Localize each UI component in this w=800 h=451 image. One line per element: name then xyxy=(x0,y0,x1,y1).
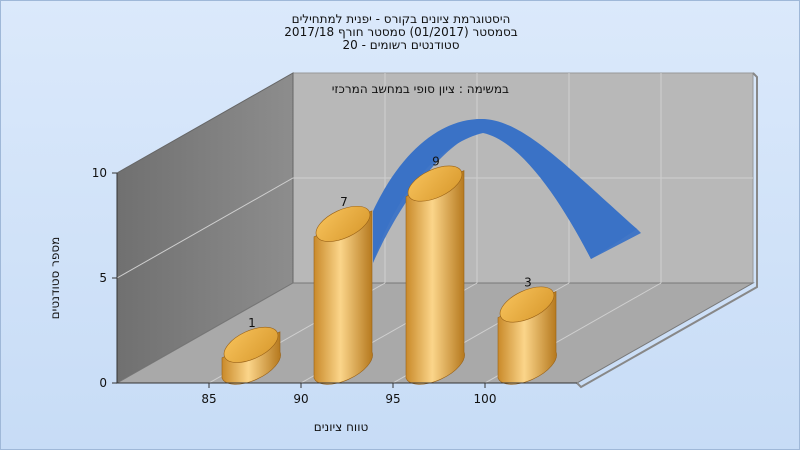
x-tick-label: 85 xyxy=(201,392,216,406)
x-tick-label: 95 xyxy=(385,392,400,406)
x-tick-label: 100 xyxy=(474,392,497,406)
bar-body xyxy=(313,210,373,385)
data-label: 3 xyxy=(524,276,532,290)
data-label: 7 xyxy=(340,195,348,209)
data-label: 1 xyxy=(248,316,256,330)
y-tick-label: 10 xyxy=(92,166,107,180)
bar-body xyxy=(405,170,465,385)
bar-top xyxy=(223,326,279,363)
data-label: 9 xyxy=(432,155,440,169)
x-axis-label: טווח ציונים xyxy=(314,420,369,434)
chart-title-line-2: בסמסטר (01/2017) סמסטר חורף 2017/18 xyxy=(284,25,518,39)
chart-title-line-1: היסטוגרמת ציונים בקורס - יפנית למתחילים xyxy=(291,12,511,26)
chart-curve-layer xyxy=(373,119,641,263)
distribution-curve-band xyxy=(373,119,637,263)
y-axis-label: מספר סטודנטים xyxy=(48,237,62,320)
chart-annotation: במשימה : ציון סופי במחשב המרכזי xyxy=(332,82,509,96)
y-tick-label: 5 xyxy=(99,271,107,285)
bar-top xyxy=(315,205,371,242)
x-tick-label: 90 xyxy=(293,392,308,406)
chart-title-line-3: סטודנטים רשומים - 20 xyxy=(342,38,460,52)
y-tick-label: 0 xyxy=(99,376,107,390)
bar-top xyxy=(499,286,555,323)
chart-axes: 0 5 10 85 90 95 100 xyxy=(92,166,577,406)
bar-top xyxy=(407,165,463,202)
